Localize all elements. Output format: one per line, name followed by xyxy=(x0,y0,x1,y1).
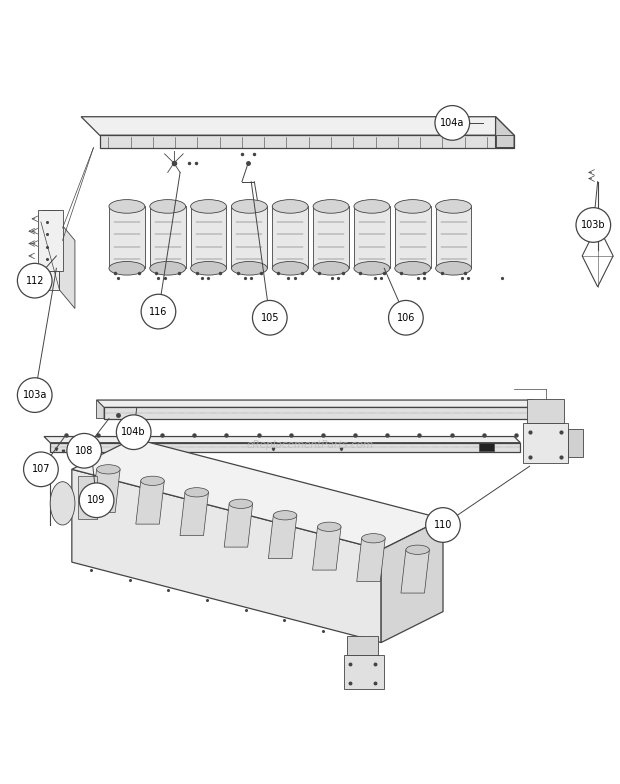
Text: 103a: 103a xyxy=(22,390,47,400)
Polygon shape xyxy=(312,527,341,570)
Ellipse shape xyxy=(97,465,120,474)
Polygon shape xyxy=(78,476,97,519)
Circle shape xyxy=(141,294,175,329)
FancyBboxPatch shape xyxy=(344,655,384,689)
Text: 103b: 103b xyxy=(581,220,606,230)
Polygon shape xyxy=(97,400,540,408)
Text: 104a: 104a xyxy=(440,118,464,128)
Ellipse shape xyxy=(185,488,208,497)
Polygon shape xyxy=(41,222,60,290)
Circle shape xyxy=(17,263,52,298)
Ellipse shape xyxy=(436,200,471,213)
Circle shape xyxy=(67,434,102,468)
Polygon shape xyxy=(50,443,520,452)
Polygon shape xyxy=(231,206,267,268)
Polygon shape xyxy=(272,206,308,268)
Text: eReplacementParts.com: eReplacementParts.com xyxy=(246,440,374,449)
Polygon shape xyxy=(224,504,252,547)
Polygon shape xyxy=(72,470,381,643)
Circle shape xyxy=(24,452,58,487)
Circle shape xyxy=(426,508,460,543)
Ellipse shape xyxy=(361,534,385,543)
Ellipse shape xyxy=(109,262,145,275)
Circle shape xyxy=(79,483,114,517)
Ellipse shape xyxy=(436,262,471,275)
Circle shape xyxy=(389,300,423,335)
Ellipse shape xyxy=(354,262,390,275)
Polygon shape xyxy=(356,539,385,582)
Ellipse shape xyxy=(141,476,164,485)
Polygon shape xyxy=(100,136,514,147)
Ellipse shape xyxy=(395,200,431,213)
Text: 109: 109 xyxy=(87,495,106,505)
Ellipse shape xyxy=(406,545,430,554)
Polygon shape xyxy=(395,206,431,268)
Text: 116: 116 xyxy=(149,307,167,317)
Text: 112: 112 xyxy=(25,276,44,285)
Polygon shape xyxy=(150,206,185,268)
Polygon shape xyxy=(268,515,297,558)
Text: 106: 106 xyxy=(397,313,415,323)
Ellipse shape xyxy=(273,510,297,520)
FancyBboxPatch shape xyxy=(523,423,568,463)
Ellipse shape xyxy=(395,262,431,275)
Polygon shape xyxy=(92,470,120,513)
Text: 104b: 104b xyxy=(122,427,146,437)
Polygon shape xyxy=(190,206,226,268)
Ellipse shape xyxy=(317,522,341,532)
Circle shape xyxy=(252,300,287,335)
Circle shape xyxy=(17,378,52,412)
Ellipse shape xyxy=(231,200,267,213)
Ellipse shape xyxy=(272,200,308,213)
Polygon shape xyxy=(436,206,471,268)
Polygon shape xyxy=(97,400,104,419)
FancyBboxPatch shape xyxy=(479,443,494,452)
Ellipse shape xyxy=(109,200,145,213)
Polygon shape xyxy=(136,481,164,524)
Ellipse shape xyxy=(190,200,226,213)
Polygon shape xyxy=(38,209,63,271)
Ellipse shape xyxy=(272,262,308,275)
FancyBboxPatch shape xyxy=(568,429,583,457)
Ellipse shape xyxy=(50,481,75,525)
Polygon shape xyxy=(495,117,514,147)
Text: 105: 105 xyxy=(260,313,279,323)
Ellipse shape xyxy=(231,262,267,275)
Ellipse shape xyxy=(313,262,349,275)
Polygon shape xyxy=(313,206,349,268)
Ellipse shape xyxy=(150,200,185,213)
Circle shape xyxy=(435,106,469,140)
Ellipse shape xyxy=(313,200,349,213)
Ellipse shape xyxy=(229,499,252,509)
FancyBboxPatch shape xyxy=(526,399,564,423)
Polygon shape xyxy=(44,437,520,443)
Circle shape xyxy=(576,208,611,242)
Polygon shape xyxy=(109,206,145,268)
Ellipse shape xyxy=(354,200,390,213)
Polygon shape xyxy=(72,438,443,550)
Text: 110: 110 xyxy=(434,520,452,530)
Polygon shape xyxy=(104,408,540,419)
Text: 107: 107 xyxy=(32,464,50,474)
Text: 108: 108 xyxy=(75,446,94,456)
Polygon shape xyxy=(401,550,430,593)
Polygon shape xyxy=(354,206,390,268)
Polygon shape xyxy=(60,222,75,308)
Polygon shape xyxy=(81,117,514,136)
Ellipse shape xyxy=(190,262,226,275)
Circle shape xyxy=(117,415,151,449)
Ellipse shape xyxy=(150,262,185,275)
FancyBboxPatch shape xyxy=(347,637,378,655)
Polygon shape xyxy=(180,492,208,535)
Polygon shape xyxy=(381,519,443,643)
